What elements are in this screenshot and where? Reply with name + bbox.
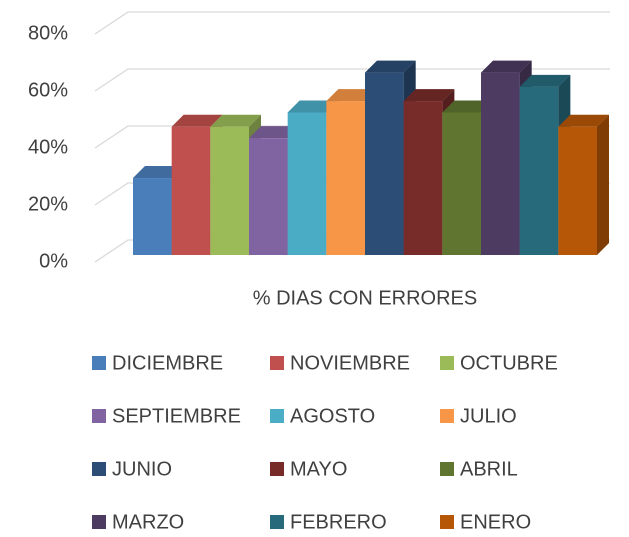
legend-swatch	[92, 409, 106, 423]
bar-front	[481, 72, 520, 255]
bar-top-shade	[210, 114, 261, 127]
bar-top-shade	[442, 100, 493, 113]
bar-top	[442, 100, 493, 113]
grid-line	[94, 11, 610, 35]
bar-top-shade	[249, 126, 300, 139]
legend-label: OCTUBRE	[460, 352, 558, 374]
bar-top-shade	[365, 60, 416, 73]
y-tick-label: 20%	[28, 193, 68, 215]
bar-front	[326, 101, 365, 255]
legend-swatch	[92, 515, 106, 529]
bar-top	[365, 60, 416, 73]
grid-line	[94, 68, 610, 92]
y-tick-label: 40%	[28, 136, 68, 158]
bar-side	[597, 114, 609, 255]
bar-front	[171, 126, 211, 255]
bar-front	[442, 112, 481, 255]
bar-top-shade	[133, 166, 184, 179]
bar-top-shade	[481, 60, 532, 73]
legend-label: ENERO	[460, 511, 531, 533]
legend-label: FEBRERO	[290, 511, 387, 533]
bar-top	[481, 60, 532, 73]
bar-top	[558, 114, 609, 127]
legend-label: SEPTIEMBRE	[112, 405, 241, 427]
bar-front	[287, 112, 327, 255]
legend-swatch	[440, 515, 454, 529]
bar-front	[365, 72, 404, 255]
legend-swatch	[92, 356, 106, 370]
legend-label: MAYO	[290, 458, 347, 480]
bar-front	[558, 126, 597, 255]
x-tick-label: % DIAS CON ERRORES	[253, 287, 477, 309]
bar-top	[287, 100, 339, 113]
legend-label: AGOSTO	[290, 405, 375, 427]
legend-label: JULIO	[460, 405, 517, 427]
legend-label: MARZO	[112, 511, 184, 533]
legend-swatch	[270, 409, 284, 423]
bar-top-shade	[287, 100, 339, 113]
y-tick-label: 0%	[39, 250, 68, 272]
bar-top	[171, 114, 223, 127]
bar-front	[403, 101, 443, 255]
y-tick-label: 60%	[28, 79, 68, 101]
bar-top-shade	[171, 114, 223, 127]
bar-top	[133, 166, 184, 179]
bar-front	[519, 86, 559, 255]
legend-swatch	[440, 356, 454, 370]
bar-top	[403, 89, 455, 102]
legend-label: JUNIO	[112, 458, 172, 480]
bar-top	[210, 114, 261, 127]
bar-side-shade	[597, 114, 609, 255]
bar-top	[249, 126, 300, 139]
legend-swatch	[92, 462, 106, 476]
legend-swatch	[270, 515, 284, 529]
bar-top	[326, 89, 377, 102]
bar-front	[210, 126, 249, 255]
y-tick-label: 80%	[28, 22, 68, 44]
bar-front	[249, 138, 288, 255]
bar	[558, 114, 609, 255]
legend-swatch	[440, 409, 454, 423]
bar-top-shade	[403, 89, 455, 102]
legend-label: ABRIL	[460, 458, 518, 480]
bar-top	[519, 74, 571, 87]
legend-label: DICIEMBRE	[112, 352, 223, 374]
bar-top-shade	[326, 89, 377, 102]
legend-swatch	[270, 356, 284, 370]
bar-top-shade	[558, 114, 609, 127]
bar-top-shade	[519, 74, 571, 87]
legend-swatch	[270, 462, 284, 476]
bar-front	[133, 178, 172, 255]
legend-swatch	[440, 462, 454, 476]
legend-label: NOVIEMBRE	[290, 352, 410, 374]
